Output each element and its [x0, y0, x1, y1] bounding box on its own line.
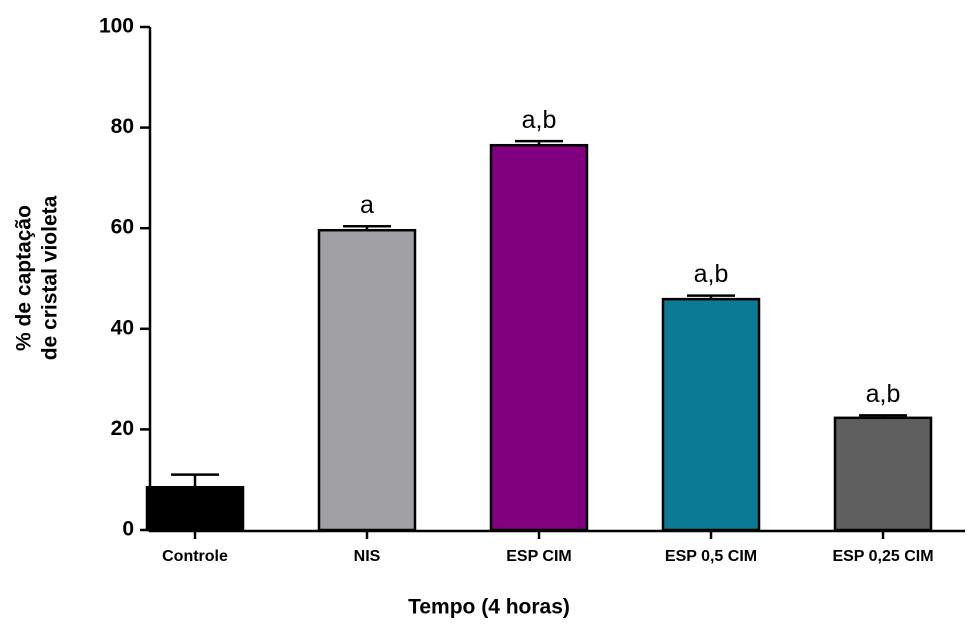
x-tick-label: Controle	[162, 548, 228, 565]
y-axis-label-line: % de captação	[13, 205, 36, 351]
annotation: a,b	[522, 106, 557, 134]
bar	[317, 228, 417, 532]
y-axis-label-line: de cristal violeta	[39, 195, 62, 360]
bar	[661, 297, 761, 532]
x-tick-label: NIS	[354, 548, 381, 565]
annotation: a	[360, 191, 374, 219]
x-axis-label: Tempo (4 horas)	[408, 596, 570, 619]
x-tick-label: ESP CIM	[506, 548, 572, 565]
bar	[489, 143, 589, 532]
x-tick-label: ESP 0,5 CIM	[665, 548, 757, 565]
y-tick-label: 100	[99, 15, 134, 38]
y-tick-label: 20	[111, 417, 134, 440]
y-tick-label: 60	[111, 216, 134, 239]
y-tick-label: 80	[111, 115, 134, 138]
bar	[145, 485, 245, 532]
y-tick-label: 0	[122, 518, 134, 541]
annotation: a,b	[694, 260, 729, 288]
y-axis-label: % de captação de cristal violeta	[13, 195, 62, 360]
y-tick-label: 40	[111, 316, 134, 339]
annotation: a,b	[866, 380, 901, 408]
x-tick-label: ESP 0,25 CIM	[832, 548, 933, 565]
bar	[833, 416, 933, 532]
